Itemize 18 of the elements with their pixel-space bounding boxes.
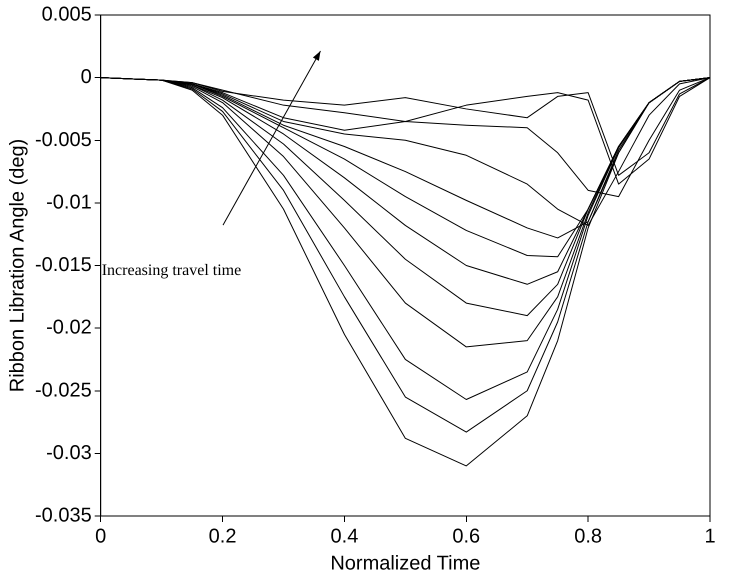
x-tick-label: 0 [95, 526, 106, 548]
y-tick-label: 0.005 [42, 4, 92, 26]
y-tick-label: -0.03 [46, 442, 92, 464]
x-axis-title: Normalized Time [330, 552, 480, 575]
x-tick-label: 0.6 [452, 526, 480, 548]
y-tick-label: -0.01 [46, 191, 92, 214]
x-tick-label: 0.8 [574, 526, 602, 548]
y-axis-title: Ribbon Libration Angle (deg) [6, 138, 29, 392]
y-tick-label: 0 [80, 66, 92, 88]
y-tick-label: -0.035 [34, 504, 92, 527]
y-tick-label: -0.005 [34, 128, 92, 151]
y-tick-label: -0.02 [46, 316, 92, 339]
x-tick-label: 1 [704, 526, 716, 548]
y-tick-label: -0.025 [34, 379, 92, 402]
x-tick-label: 0.4 [330, 526, 358, 548]
y-tick-label: -0.015 [34, 254, 92, 276]
x-tick-label: 0.2 [208, 526, 236, 548]
annotation: Increasing travel time [102, 262, 242, 280]
